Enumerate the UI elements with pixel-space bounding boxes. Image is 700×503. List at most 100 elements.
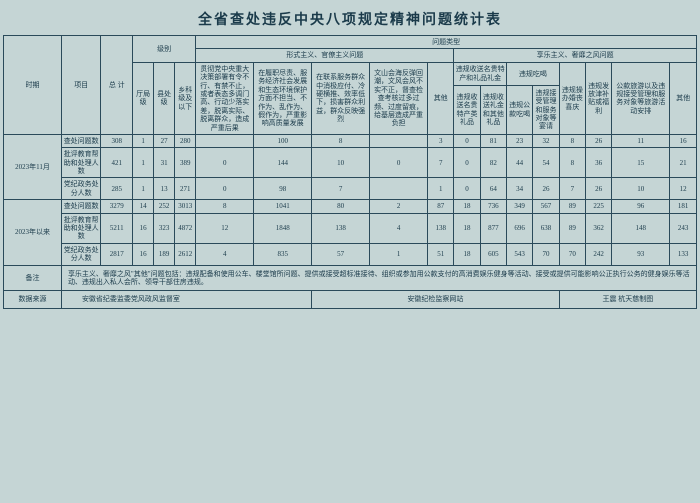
level-value: 1 [133,148,154,178]
h-value: 64 [480,178,506,200]
f-value: 2 [370,200,428,213]
f-value: 7 [428,148,454,178]
source-label: 数据来源 [4,291,62,308]
h-value: 21 [670,148,697,178]
h-value: 362 [586,213,612,243]
h-h0: 违规收送名贵特产和礼品礼金 [454,62,507,85]
h-lv0: 厅局级 [133,62,154,134]
f-value: 0 [370,148,428,178]
level-value: 252 [154,200,175,213]
item-label: 批评教育帮助和处理人数 [61,213,101,243]
h-eat0: 违规公款吃喝 [507,85,533,134]
item-label: 党纪政务处分人数 [61,178,101,200]
f-value: 3 [428,134,454,147]
f-value: 138 [312,213,370,243]
h-value: 243 [670,213,697,243]
total-value: 2817 [101,243,133,265]
h-value: 18 [454,213,480,243]
h-value: 11 [612,134,670,147]
total-value: 421 [101,148,133,178]
f-value: 100 [254,134,312,147]
remark-label: 备注 [4,265,62,291]
h-h4: 公款旅游以及违规接受管理和服务对象等旅游活动安排 [612,62,670,134]
h-value: 26 [533,178,559,200]
level-value: 27 [154,134,175,147]
f-value: 51 [428,243,454,265]
h-value: 82 [480,148,506,178]
f-value: 8 [312,134,370,147]
h-value: 8 [559,148,585,178]
h-value: 18 [454,243,480,265]
h-value: 0 [454,178,480,200]
level-value: 280 [175,134,196,147]
h-period: 时期 [4,36,62,135]
f-value: 12 [196,213,254,243]
item-label: 查处问题数 [61,200,101,213]
f-value [370,134,428,147]
h-formalism: 形式主义、官僚主义问题 [196,49,454,62]
total-value: 5211 [101,213,133,243]
h-gift1: 违规收送礼金和其他礼品 [480,85,506,134]
h-value: 32 [533,134,559,147]
h-value: 877 [480,213,506,243]
h-value: 34 [507,178,533,200]
h-f0: 贯彻党中央重大决策部署有令不行、有禁不止，或者表态多调门高、行动少落实差，脱离实… [196,62,254,134]
h-f1: 在履职尽责、服务经济社会发展和生态环境保护方面不担当、不作为、乱作为、假作为，严… [254,62,312,134]
h-value: 70 [533,243,559,265]
h-gift0: 违规收送名贵特产类礼品 [454,85,480,134]
f-value: 4 [196,243,254,265]
h-value: 23 [507,134,533,147]
level-value: 13 [154,178,175,200]
level-value: 271 [175,178,196,200]
h-value: 567 [533,200,559,213]
source-right: 王震 杭天慈制图 [559,291,696,308]
h-f4: 其他 [428,62,454,134]
period-label: 2023年11月 [4,134,62,199]
total-value: 3279 [101,200,133,213]
f-value: 1848 [254,213,312,243]
h-value: 638 [533,213,559,243]
h-value: 18 [454,200,480,213]
h-value: 96 [612,200,670,213]
h-total: 总 计 [101,36,133,135]
h-value: 696 [507,213,533,243]
h-f3: 文山会海反弹回潮，文风会风不实不正，督查检查考核过多过频、过度留痕，给基层造成严… [370,62,428,134]
h-value: 543 [507,243,533,265]
h-value: 89 [559,213,585,243]
h-problem-type: 问题类型 [196,36,697,49]
h-h1: 违规吃喝 [507,62,560,85]
h-value: 7 [559,178,585,200]
h-value: 242 [586,243,612,265]
h-value: 349 [507,200,533,213]
level-value: 4872 [175,213,196,243]
h-value: 225 [586,200,612,213]
h-value: 12 [670,178,697,200]
level-value: 389 [175,148,196,178]
h-value: 0 [454,134,480,147]
level-value: 1 [133,134,154,147]
source-left: 安徽省纪委监委党风政风监督室 [61,291,311,308]
level-value: 1 [133,178,154,200]
h-h2: 违规操办婚丧喜庆 [559,62,585,134]
h-value: 736 [480,200,506,213]
f-value: 8 [196,200,254,213]
level-value: 3013 [175,200,196,213]
h-hedonism: 享乐主义、奢靡之风问题 [454,49,697,62]
h-f2: 在联系服务群众中消极应付、冷硬横推、效率低下，损害群众利益，群众反映强烈 [312,62,370,134]
h-item: 项目 [61,36,101,135]
h-value: 15 [612,148,670,178]
level-value: 189 [154,243,175,265]
level-value: 2612 [175,243,196,265]
f-value: 57 [312,243,370,265]
h-lv2: 乡科级及以下 [175,62,196,134]
total-value: 308 [101,134,133,147]
h-value: 0 [454,148,480,178]
item-label: 批评教育帮助和处理人数 [61,148,101,178]
h-value: 44 [507,148,533,178]
stats-table: 时期 项目 总 计 级别 问题类型 形式主义、官僚主义问题 享乐主义、奢靡之风问… [3,35,697,309]
table-title: 全省查处违反中央八项规定精神问题统计表 [3,3,697,35]
f-value: 7 [312,178,370,200]
h-value: 70 [559,243,585,265]
h-value: 54 [533,148,559,178]
h-value: 181 [670,200,697,213]
